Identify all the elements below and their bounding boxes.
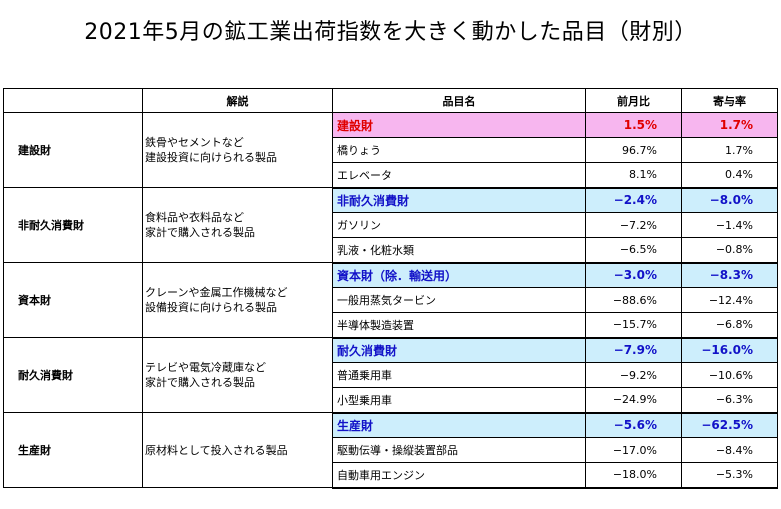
- products-table: 解説 品目名 前月比 寄与率 建設財 鉄骨やセメントなど 建設投資に向けられる製品建…: [3, 88, 778, 489]
- header-item: 品目名: [332, 88, 586, 113]
- mom-value: −15.7%: [585, 312, 682, 339]
- mom-value: 96.7%: [585, 137, 682, 163]
- mom-value: −6.5%: [585, 237, 682, 264]
- description-line: 家計で購入される製品: [145, 376, 255, 389]
- item-name: 駆動伝導・操縦装置部品: [332, 437, 586, 463]
- contribution-value: −6.3%: [681, 387, 778, 414]
- table-row: 乳液・化粧水類 −6.5% −0.8%: [4, 237, 778, 264]
- mom-value: 8.1%: [585, 162, 682, 189]
- item-name: 小型乗用車: [332, 387, 586, 414]
- description-line: テレビや電気冷蔵庫など: [145, 361, 266, 374]
- mom-value: −7.2%: [585, 212, 682, 238]
- category-description: テレビや電気冷蔵庫など 家計で購入される製品: [142, 337, 333, 413]
- mom-value: 1.5%: [585, 112, 682, 138]
- table-row: 駆動伝導・操縦装置部品 −17.0% −8.4%: [4, 437, 778, 463]
- item-name: 乳液・化粧水類: [332, 237, 586, 264]
- contribution-value: −8.4%: [681, 437, 778, 463]
- category-description: クレーンや金属工作機械など 設備投資に向けられる製品: [142, 262, 333, 338]
- item-name: 普通乗用車: [332, 362, 586, 388]
- group-total-row: 耐久消費財 テレビや電気冷蔵庫など 家計で購入される製品 耐久消費財 −7.9% −16.…: [3, 337, 778, 413]
- contribution-value: 1.7%: [681, 137, 778, 163]
- description-line: 原材料として投入される製品: [145, 443, 288, 457]
- mom-value: −7.9%: [585, 337, 682, 363]
- contribution-value: −0.8%: [681, 237, 778, 264]
- item-name: 一般用蒸気タービン: [332, 287, 586, 313]
- item-name: 資本財（除．輸送用）: [332, 262, 586, 288]
- mom-value: −2.4%: [585, 187, 682, 213]
- contribution-value: 1.7%: [681, 112, 778, 138]
- page-title: 2021年5月の鉱工業出荷指数を大きく動かした品目（財別）: [84, 20, 697, 45]
- contribution-value: −10.6%: [681, 362, 778, 388]
- contribution-value: −8.0%: [681, 187, 778, 213]
- table-row: 半導体製造装置 −15.7% −6.8%: [4, 312, 778, 339]
- category-description: 鉄骨やセメントなど建設投資に向けられる製品: [142, 112, 333, 188]
- category-description: 食料品や衣料品など 家計で購入される製品: [142, 187, 333, 263]
- item-name: 耐久消費財: [332, 337, 586, 363]
- description-line: 設備投資に向けられる製品: [145, 301, 277, 314]
- contribution-value: −12.4%: [681, 287, 778, 313]
- mom-value: −88.6%: [585, 287, 682, 313]
- contribution-value: −8.3%: [681, 262, 778, 288]
- item-name: ガソリン: [332, 212, 586, 238]
- description-line: 鉄骨やセメントなど: [145, 136, 244, 149]
- mom-value: −17.0%: [585, 437, 682, 463]
- item-name: 半導体製造装置: [332, 312, 586, 339]
- category-name: 建設財: [3, 112, 143, 188]
- item-name: 非耐久消費財: [332, 187, 586, 213]
- mom-value: −9.2%: [585, 362, 682, 388]
- table-row: 普通乗用車 −9.2% −10.6%: [4, 362, 778, 388]
- header-description: 解説: [142, 88, 333, 113]
- item-name: 生産財: [332, 412, 586, 438]
- mom-value: −5.6%: [585, 412, 682, 438]
- header-mom: 前月比: [585, 88, 682, 113]
- contribution-value: −1.4%: [681, 212, 778, 238]
- table-row: 小型乗用車 −24.9% −6.3%: [4, 387, 778, 414]
- contribution-value: 0.4%: [681, 162, 778, 189]
- table-row: エレベータ 8.1% 0.4%: [4, 162, 778, 189]
- category-description: 原材料として投入される製品: [142, 412, 333, 488]
- table-row: 一般用蒸気タービン −88.6% −12.4%: [4, 287, 778, 313]
- category-name: 非耐久消費財: [3, 187, 143, 263]
- table-row: 自動車用エンジン −18.0% −5.3%: [4, 462, 778, 489]
- item-name: 橋りょう: [332, 137, 586, 163]
- description-line: クレーンや金属工作機械など: [145, 286, 288, 299]
- group-total-row: 資本財 クレーンや金属工作機械など 設備投資に向けられる製品 資本財（除．輸送用） −3…: [3, 262, 778, 338]
- contribution-value: −16.0%: [681, 337, 778, 363]
- header-row: 解説 品目名 前月比 寄与率: [3, 88, 778, 113]
- contribution-value: −5.3%: [681, 462, 778, 489]
- description-line: 食料品や衣料品など: [145, 211, 244, 224]
- table-row: 橋りょう 96.7% 1.7%: [4, 137, 778, 163]
- group-total-row: 建設財 鉄骨やセメントなど 建設投資に向けられる製品 建設財 1.5% 1.7%: [3, 112, 778, 188]
- description-line: 家計で購入される製品: [145, 226, 255, 239]
- item-name: エレベータ: [332, 162, 586, 189]
- group-total-row: 生産財 原材料として投入される製品 生産財 −5.6% −62.5%: [3, 412, 778, 488]
- category-name: 資本財: [3, 262, 143, 338]
- header-contribution: 寄与率: [681, 88, 778, 113]
- table-body: 建設財 鉄骨やセメントなど 建設投資に向けられる製品 建設財 1.5% 1.7% 橋りょう 9…: [3, 112, 778, 489]
- item-name: 建設財: [332, 112, 586, 138]
- description-line: 建設投資に向けられる製品: [145, 151, 277, 164]
- category-name: 生産財: [3, 412, 143, 488]
- table-row: ガソリン −7.2% −1.4%: [4, 212, 778, 238]
- contribution-value: −62.5%: [681, 412, 778, 438]
- item-name: 自動車用エンジン: [332, 462, 586, 489]
- mom-value: −24.9%: [585, 387, 682, 414]
- header-blank: [3, 88, 143, 113]
- category-name: 耐久消費財: [3, 337, 143, 413]
- contribution-value: −6.8%: [681, 312, 778, 339]
- group-total-row: 非耐久消費財 食料品や衣料品など 家計で購入される製品 非耐久消費財 −2.4% −8.0…: [3, 187, 778, 263]
- mom-value: −3.0%: [585, 262, 682, 288]
- mom-value: −18.0%: [585, 462, 682, 489]
